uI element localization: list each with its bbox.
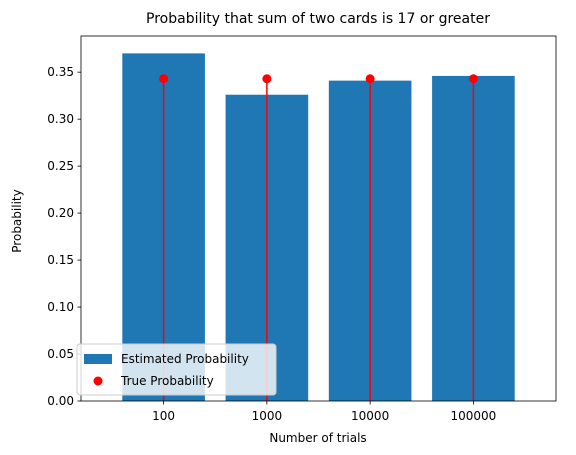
y-tick-label: 0.20 bbox=[47, 206, 74, 220]
y-tick-label: 0.25 bbox=[47, 159, 74, 173]
legend: Estimated Probability True Probability bbox=[76, 343, 277, 396]
legend-swatch-bar bbox=[84, 354, 112, 364]
axes-frame bbox=[80, 35, 557, 402]
y-tick-label: 0.35 bbox=[47, 65, 74, 79]
x-axis-label: Number of trials bbox=[269, 431, 366, 445]
legend-box bbox=[76, 343, 277, 396]
stem-marker-10000 bbox=[365, 74, 375, 84]
legend-label-bar: Estimated Probability bbox=[121, 352, 249, 366]
legend-label-stem: True Probability bbox=[120, 374, 214, 388]
x-tick-label: 10000 bbox=[351, 409, 389, 423]
stem-marker-100000 bbox=[468, 74, 478, 84]
y-axis-label: Probability bbox=[10, 189, 24, 252]
x-tick-label: 100 bbox=[152, 409, 175, 423]
y-tick-label: 0.10 bbox=[47, 300, 74, 314]
legend-swatch-stem-marker bbox=[93, 376, 103, 386]
axes: 0.00 0.05 0.10 0.15 0.20 0.25 0.30 0.35 100 1000 1… bbox=[47, 35, 557, 423]
y-tick-label: 0.00 bbox=[47, 394, 74, 408]
y-tick-label: 0.30 bbox=[47, 112, 74, 126]
stem-marker-1000 bbox=[262, 74, 272, 84]
stem-marker-100 bbox=[159, 74, 169, 84]
x-tick-label: 1000 bbox=[252, 409, 283, 423]
chart-title: Probability that sum of two cards is 17 … bbox=[146, 11, 490, 27]
y-tick-label: 0.05 bbox=[47, 347, 74, 361]
x-tick-label: 100000 bbox=[450, 409, 496, 423]
y-tick-label: 0.15 bbox=[47, 253, 74, 267]
